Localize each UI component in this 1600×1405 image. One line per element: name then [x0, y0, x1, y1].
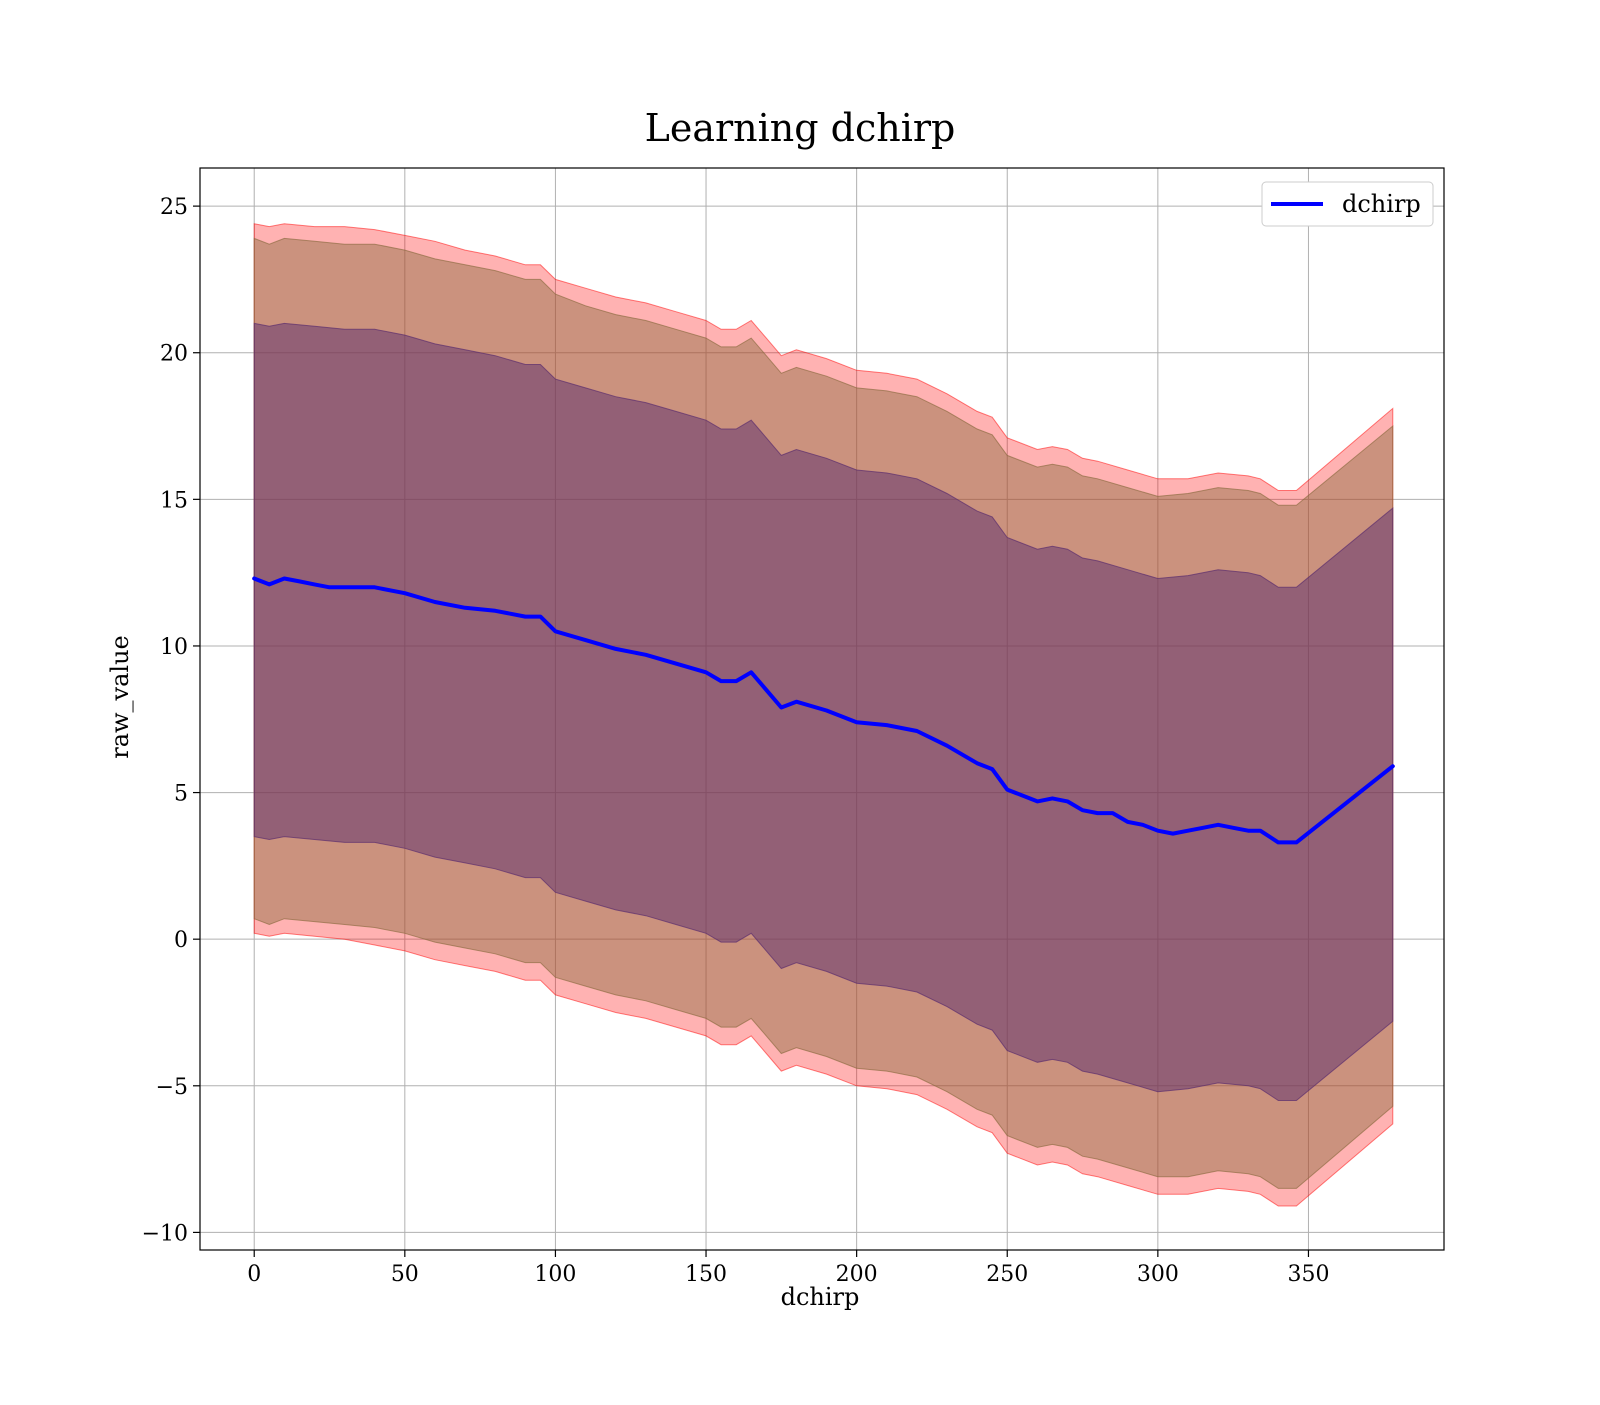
- series-line-dchirp: [252, 576, 1395, 845]
- y-tick-label: −5: [156, 1075, 188, 1100]
- band-layer: [253, 223, 1394, 1207]
- x-tick-label: 0: [247, 1262, 261, 1287]
- x-tick-label: 200: [836, 1262, 878, 1287]
- y-tick-label: −10: [142, 1221, 188, 1246]
- legend-label: dchirp: [1342, 190, 1421, 218]
- y-tick-label: 0: [174, 928, 188, 953]
- x-tick-label: 150: [685, 1262, 727, 1287]
- x-tick-label: 250: [986, 1262, 1028, 1287]
- chart-title: Learning dchirp: [645, 106, 956, 150]
- y-tick-label: 25: [160, 195, 188, 220]
- legend: dchirp: [1261, 181, 1434, 227]
- x-axis-label: dchirp: [781, 1283, 860, 1311]
- y-axis-label: raw_value: [106, 635, 134, 759]
- x-tick-label: 100: [534, 1262, 576, 1287]
- tick-layer: 0 50 100 150 200 250 300 350 −10 −5 0 5 10 15 20 25: [142, 195, 1330, 1287]
- legend-box: [1261, 181, 1434, 227]
- line-layer: [252, 576, 1395, 845]
- plot-area-frame: [199, 167, 1445, 1251]
- x-tick-label: 50: [391, 1262, 419, 1287]
- y-tick-label: 20: [160, 342, 188, 367]
- x-tick-label: 300: [1137, 1262, 1179, 1287]
- y-tick-label: 5: [174, 782, 188, 807]
- y-tick-label: 15: [160, 488, 188, 513]
- x-tick-label: 350: [1287, 1262, 1329, 1287]
- confidence-band-3: [253, 322, 1394, 1101]
- y-tick-label: 10: [160, 635, 188, 660]
